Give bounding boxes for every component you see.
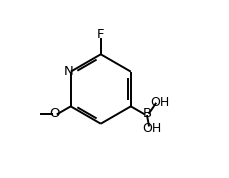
Text: O: O: [49, 107, 59, 121]
Text: OH: OH: [142, 122, 161, 135]
Text: B: B: [142, 107, 151, 121]
Text: N: N: [63, 65, 73, 78]
Text: OH: OH: [149, 96, 169, 109]
Text: F: F: [97, 28, 104, 41]
